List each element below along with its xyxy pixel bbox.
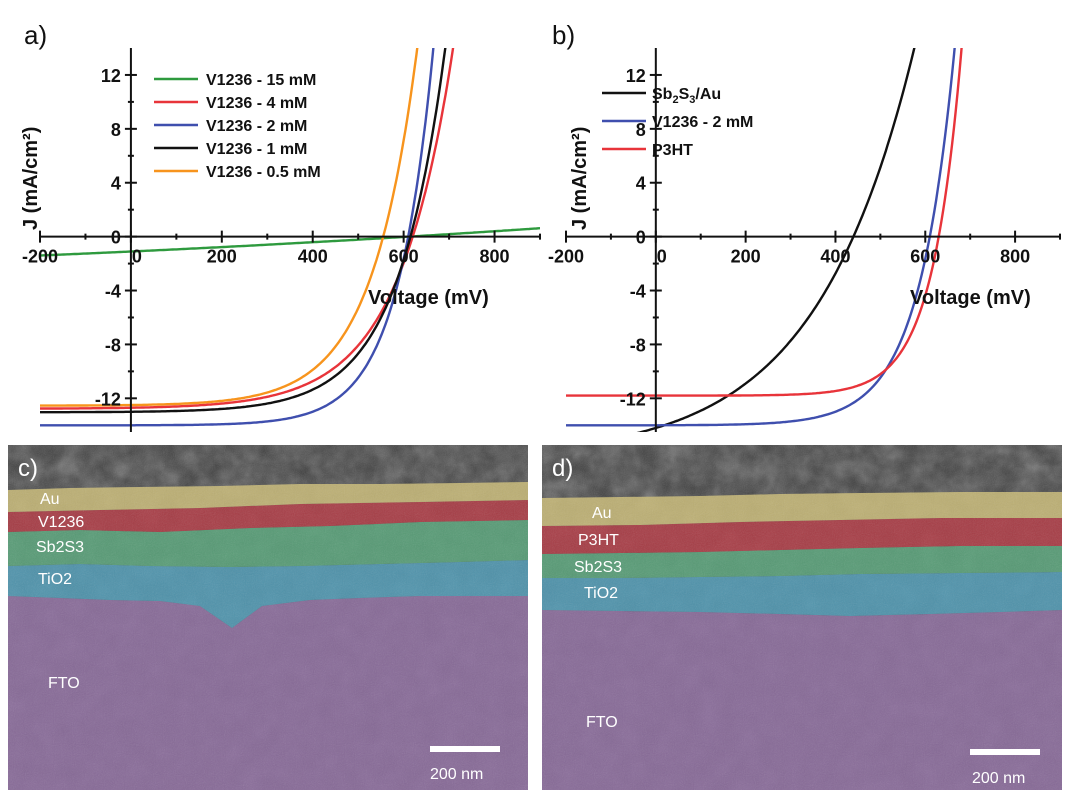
layer-label-tio2-c: TiO2 (38, 571, 72, 588)
y-tick-label: 12 (626, 66, 646, 86)
legend-label-v1236-2-mm: V1236 - 2 mM (206, 118, 307, 135)
y-tick-label: -4 (105, 282, 121, 302)
x-tick-label: 800 (1000, 247, 1030, 267)
legend-a: V1236 - 15 mM V1236 - 4 mM V1236 - 2 mM V12… (154, 72, 321, 181)
series-line-v1236-1-mm-a (40, 48, 447, 414)
legend-b: Sb2S3/Au V1236 - 2 mM P3HT (602, 86, 753, 159)
x-tick-label: 0 (132, 247, 142, 267)
x-tick-label: 0 (657, 247, 667, 267)
y-tick-label: 0 (111, 228, 121, 248)
chart-b: b) -200 0 200 400 600 800 -12 -8 -4 0 4 8 12 Voltage… (548, 20, 1061, 432)
sem-grain-d (542, 445, 1062, 790)
x-tick-label: -200 (548, 247, 584, 267)
series-line-sb2s3-au-b (636, 48, 916, 432)
y-tick-label: 12 (101, 66, 121, 86)
legend-label-v1236-1-mm: V1236 - 1 mM (206, 141, 307, 158)
legend-label-sb2s3: Sb2S3/Au (652, 86, 721, 106)
layer-label-fto-d: FTO (586, 714, 618, 731)
scale-bar-c (430, 746, 500, 752)
panel-label-a: a) (24, 20, 47, 50)
y-tick-label: 4 (636, 174, 646, 194)
ticks-a: -200 0 200 400 600 800 -12 -8 -4 0 4 8 12 (22, 66, 541, 409)
layer-label-sb2s3-c: Sb2S3 (36, 539, 84, 556)
x-tick-label: 200 (731, 247, 761, 267)
x-tick-label: 400 (298, 247, 328, 267)
layer-label-tio2-d: TiO2 (584, 585, 618, 602)
y-tick-label: 8 (636, 120, 646, 140)
x-tick-label: 600 (910, 247, 940, 267)
sem-grain-c (8, 445, 528, 790)
layer-label-p3ht-d: P3HT (578, 532, 619, 549)
scale-bar-d (970, 749, 1040, 755)
legend-label-v1236-15-mm: V1236 - 15 mM (206, 72, 316, 89)
legend-label-v1236-4-mm: V1236 - 4 mM (206, 95, 307, 112)
x-tick-label: 400 (820, 247, 850, 267)
x-tick-label: 200 (207, 247, 237, 267)
chart-a: a) -200 0 200 400 600 800 -12 -8 -4 0 4 8 12 Voltage… (20, 20, 541, 432)
y-axis-label-b: J (mA/cm²) (569, 127, 591, 230)
series-line-v1236-2-mm-a (40, 48, 435, 427)
panel-label-d: d) (552, 455, 573, 482)
curves-b (566, 48, 963, 432)
legend-label-v1236-2mm-b: V1236 - 2 mM (652, 114, 753, 131)
series-line-v1236-15-mm-a (40, 227, 540, 257)
ticks-b: -200 0 200 400 600 800 -12 -8 -4 0 4 8 12 (548, 66, 1061, 409)
y-tick-label: -4 (630, 282, 646, 302)
x-tick-label: -200 (22, 247, 58, 267)
scale-bar-label-c: 200 nm (430, 766, 483, 783)
panel-label-c: c) (18, 455, 38, 482)
series-line-p3ht-b (566, 48, 963, 397)
y-tick-label: -12 (620, 389, 646, 409)
panel-label-b: b) (552, 20, 575, 50)
layer-label-au-d: Au (592, 505, 612, 522)
x-tick-label: 600 (389, 247, 419, 267)
layer-label-v1236-c: V1236 (38, 514, 84, 531)
y-axis-label-a: J (mA/cm²) (20, 127, 42, 230)
y-tick-label: 0 (636, 228, 646, 248)
series-line-v1236-0-5-mm-a (40, 48, 419, 407)
legend-label-v1236-0-5-mm: V1236 - 0.5 mM (206, 164, 321, 181)
x-axis-label-b: Voltage (mV) (910, 287, 1031, 309)
x-tick-label: 800 (480, 247, 510, 267)
sem-image-d: d) Au P3HT Sb2S3 TiO2 FTO 200 nm (542, 445, 1062, 790)
curves-a (40, 48, 540, 427)
y-tick-label: 4 (111, 174, 121, 194)
x-axis-label-a: Voltage (mV) (368, 287, 489, 309)
y-tick-label: -8 (105, 335, 121, 355)
layer-label-sb2s3-d: Sb2S3 (574, 559, 622, 576)
layer-label-fto-c: FTO (48, 675, 80, 692)
series-line-v1236-2-mm-b (566, 48, 956, 427)
layer-label-au-c: Au (40, 491, 60, 508)
y-tick-label: 8 (111, 120, 121, 140)
y-tick-label: -12 (95, 389, 121, 409)
y-tick-label: -8 (630, 335, 646, 355)
legend-label-p3ht: P3HT (652, 142, 693, 159)
sem-image-c: c) Au V1236 Sb2S3 TiO2 FTO 200 nm (8, 445, 528, 790)
scale-bar-label-d: 200 nm (972, 770, 1025, 787)
